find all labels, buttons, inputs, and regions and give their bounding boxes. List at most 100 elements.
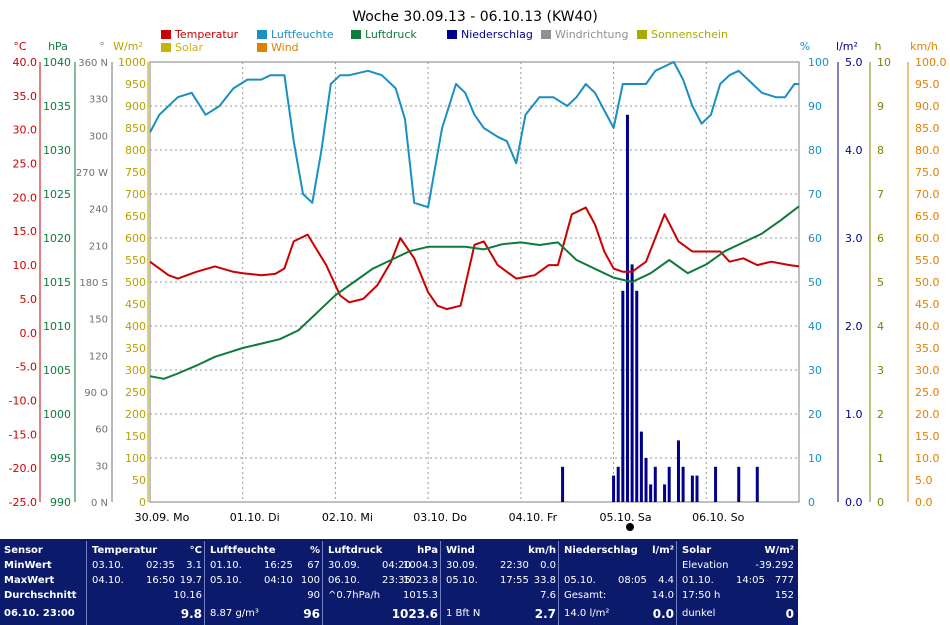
stats-time: 02:35 <box>146 560 175 571</box>
x-tick-label: 04.10. Fr <box>509 511 558 524</box>
series-lines <box>149 61 800 380</box>
separator <box>676 541 677 625</box>
precip-bar <box>649 484 653 502</box>
chart-axes: °C hPa ° W/m²% l/m² h km/h40.035.030.025.020.0… <box>9 40 947 509</box>
separator <box>440 541 441 625</box>
tick-label: 40.0 <box>13 56 38 69</box>
stats-value: 90 <box>307 590 320 601</box>
label-now: 06.10. 23:00 <box>4 608 75 619</box>
stats-extra: 1 Bft N <box>446 608 481 619</box>
tick-label: 450 <box>125 298 146 311</box>
tick-label: 0 <box>877 496 884 509</box>
tick-label: 20.0 <box>13 191 38 204</box>
tick-label: 30 <box>808 364 822 377</box>
tick-label: 4.0 <box>845 144 863 157</box>
tick-label: 650 <box>125 210 146 223</box>
stats-time: 08:05 <box>618 575 647 586</box>
tick-label: 600 <box>125 232 146 245</box>
series-line-temperatur <box>149 206 800 311</box>
stats-unit: km/h <box>528 545 556 556</box>
tick-label: 6 <box>877 232 884 245</box>
stats-title: Solar <box>682 545 712 556</box>
tick-label: 1 <box>877 452 884 465</box>
tick-label: 80 <box>808 144 822 157</box>
stats-date: 05.10. <box>564 575 596 586</box>
tick-label: 700 <box>125 188 146 201</box>
stats-date: Elevation <box>682 560 729 571</box>
tick-label: 10.0 <box>13 259 38 272</box>
stats-value: 14.0 <box>651 590 674 601</box>
tick-label: 350 <box>125 342 146 355</box>
legend-label: Wind <box>271 41 299 54</box>
stats-time: 16:25 <box>264 560 293 571</box>
stats-value: 19.7 <box>179 575 202 586</box>
stats-date: 30.09. <box>328 560 360 571</box>
tick-label: 50 <box>808 276 822 289</box>
separator <box>204 541 205 625</box>
precip-bar <box>621 290 625 502</box>
stats-unit: W/m² <box>764 545 794 556</box>
legend-swatch <box>257 43 267 52</box>
axis-unit-press: hPa <box>48 40 68 53</box>
legend-swatch <box>351 30 361 39</box>
tick-label: 1010 <box>43 320 71 333</box>
stats-column-niederschlag: Niederschlag l/m² 05.10. 08:05 4.4 Gesamt: 14.… <box>558 539 676 625</box>
precip-bar <box>714 466 718 502</box>
stats-title: Luftfeuchte <box>210 545 276 556</box>
stats-extra: 14.0 l/m² <box>564 608 610 619</box>
precip-bar <box>681 466 685 502</box>
precipitation-bars <box>561 114 759 503</box>
precip-bar <box>639 431 643 502</box>
tick-label: 200 <box>125 408 146 421</box>
tick-label: 90.0 <box>915 100 940 113</box>
tick-label: 0 N <box>91 498 108 509</box>
stats-value: 7.6 <box>540 590 556 601</box>
legend-swatch <box>257 30 267 39</box>
stats-value: 10.16 <box>173 590 202 601</box>
statistics-panel: Sensor MinWert MaxWert Durchschnitt 06.1… <box>0 539 798 625</box>
tick-label: 75.0 <box>915 166 940 179</box>
tick-label: 30 <box>95 461 108 472</box>
x-tick-label: 03.10. Do <box>413 511 467 524</box>
tick-label: 80.0 <box>915 144 940 157</box>
stats-date: 01.10. <box>210 560 242 571</box>
tick-label: 5.0 <box>845 56 863 69</box>
tick-label: 0 <box>139 496 146 509</box>
tick-label: 300 <box>125 364 146 377</box>
tick-label: 35.0 <box>13 90 38 103</box>
stats-value: 3.1 <box>186 560 202 571</box>
stats-current: 1023.6 <box>391 607 438 621</box>
x-tick-label: 06.10. So <box>692 511 744 524</box>
precip-bar <box>676 440 680 502</box>
tick-label: 150 <box>125 430 146 443</box>
tick-label: 0.0 <box>915 496 933 509</box>
stats-value: 67 <box>307 560 320 571</box>
tick-label: 300 <box>89 131 108 142</box>
precip-bar <box>755 466 759 502</box>
tick-label: 95.0 <box>915 78 940 91</box>
precip-bar <box>616 466 620 502</box>
stats-unit: hPa <box>417 545 438 556</box>
tick-label: 25.0 <box>915 386 940 399</box>
tick-label: 90 O <box>84 388 108 399</box>
precip-bar <box>635 290 639 502</box>
axis-unit-temp: °C <box>13 40 27 53</box>
legend-label: Luftdruck <box>365 28 417 41</box>
stats-column-wind: Wind km/h 30.09. 22:30 0.0 05.10. 17:55 33.8 7.6… <box>440 539 558 625</box>
axis-unit-wind: km/h <box>910 40 938 53</box>
tick-label: 250 <box>125 386 146 399</box>
tick-label: 60 <box>95 425 108 436</box>
legend-label: Niederschlag <box>461 28 533 41</box>
series-line-luftfeuchte <box>149 61 799 209</box>
tick-label: 1000 <box>118 56 146 69</box>
tick-label: 1000 <box>43 408 71 421</box>
moon-phase-icon <box>626 523 634 531</box>
tick-label: 5.0 <box>915 474 933 487</box>
stats-title: Niederschlag <box>564 545 638 556</box>
stats-date: 01.10. <box>682 575 714 586</box>
separator <box>86 541 87 625</box>
stats-date: 17:50 h <box>682 590 721 601</box>
tick-label: 25.0 <box>13 158 38 171</box>
tick-label: 4 <box>877 320 884 333</box>
tick-label: 900 <box>125 100 146 113</box>
